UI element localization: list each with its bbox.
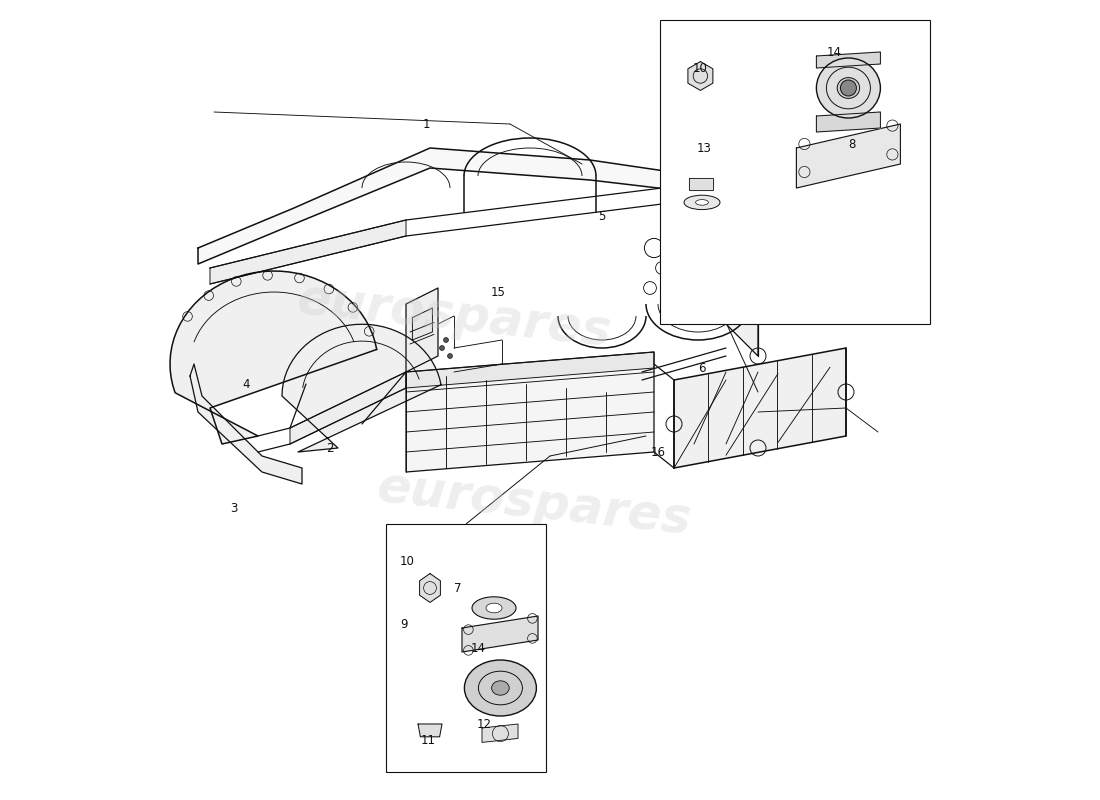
Polygon shape [688, 62, 713, 90]
Text: eurospares: eurospares [295, 276, 614, 356]
Polygon shape [816, 52, 880, 68]
Polygon shape [406, 288, 438, 372]
Text: 12: 12 [477, 718, 492, 730]
Ellipse shape [472, 597, 516, 619]
Polygon shape [816, 112, 880, 132]
Ellipse shape [684, 195, 721, 210]
Text: 10: 10 [693, 62, 707, 74]
Text: 5: 5 [598, 210, 606, 222]
Text: eurospares: eurospares [374, 464, 694, 544]
Polygon shape [462, 616, 538, 652]
Polygon shape [406, 352, 654, 388]
Polygon shape [406, 352, 654, 472]
Text: 2: 2 [327, 442, 333, 454]
Text: 10: 10 [399, 555, 415, 568]
Text: 14: 14 [471, 642, 485, 654]
Text: 1: 1 [422, 118, 430, 130]
Text: 9: 9 [400, 618, 407, 630]
Text: 15: 15 [491, 286, 505, 298]
Polygon shape [419, 574, 440, 602]
Polygon shape [412, 308, 432, 340]
Polygon shape [282, 324, 441, 452]
Ellipse shape [492, 681, 509, 695]
Text: 6: 6 [698, 362, 706, 374]
Text: 14: 14 [826, 46, 842, 58]
Text: 8: 8 [848, 138, 856, 150]
Polygon shape [290, 372, 406, 444]
Bar [386, 524, 546, 772]
Polygon shape [190, 364, 302, 484]
Circle shape [443, 338, 449, 342]
Text: 13: 13 [697, 142, 712, 154]
Polygon shape [796, 124, 901, 188]
Text: 3: 3 [230, 502, 238, 514]
Ellipse shape [486, 603, 502, 613]
Polygon shape [674, 348, 846, 468]
Circle shape [448, 354, 452, 358]
Polygon shape [726, 180, 758, 356]
Text: 16: 16 [650, 446, 666, 458]
Polygon shape [482, 724, 518, 742]
Circle shape [840, 80, 857, 96]
Ellipse shape [837, 78, 859, 98]
Ellipse shape [695, 199, 708, 205]
Text: 11: 11 [421, 734, 436, 746]
Circle shape [440, 346, 444, 350]
Polygon shape [198, 148, 726, 264]
Text: 4: 4 [242, 378, 250, 390]
Polygon shape [690, 178, 713, 190]
Ellipse shape [464, 660, 537, 716]
Polygon shape [210, 220, 406, 284]
Bar [660, 20, 930, 324]
Polygon shape [170, 271, 376, 444]
Polygon shape [418, 724, 442, 737]
Ellipse shape [816, 58, 880, 118]
Polygon shape [726, 180, 758, 256]
Text: 7: 7 [454, 582, 462, 594]
